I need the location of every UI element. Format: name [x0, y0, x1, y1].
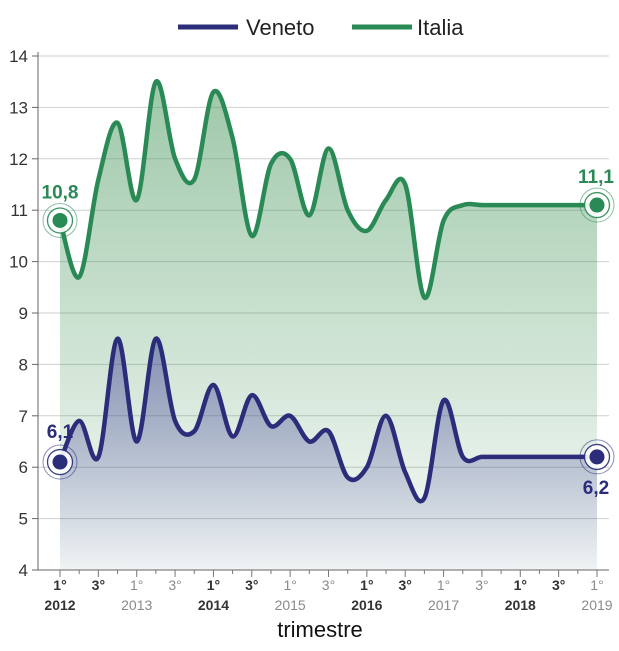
x-year-label: 2014 — [198, 597, 229, 613]
x-tick-label: 3° — [322, 577, 335, 593]
x-year-label: 2018 — [505, 597, 536, 613]
y-tick-label: 7 — [19, 407, 28, 426]
y-tick-label: 10 — [9, 253, 28, 272]
x-year-label: 2012 — [44, 597, 75, 613]
line-italia — [57, 79, 600, 300]
data-label-veneto-start: 6,1 — [47, 422, 74, 443]
y-tick-label: 8 — [19, 355, 28, 374]
y-tick-label: 11 — [10, 201, 28, 220]
y-axis: 4 5 6 7 8 9 10 11 12 13 14 — [9, 47, 39, 580]
legend-label-veneto: Veneto — [246, 15, 315, 40]
y-tick-label: 6 — [19, 458, 28, 477]
x-tick-label: 1° — [130, 577, 143, 593]
y-tick-label: 12 — [9, 150, 28, 169]
x-tick-label: 1° — [514, 577, 527, 593]
x-tick-label: 1° — [360, 577, 373, 593]
data-label-italia-end: 11,1 — [578, 167, 614, 188]
x-tick-label: 1° — [590, 577, 603, 593]
y-tick-label: 9 — [19, 304, 28, 323]
x-year-label: 2017 — [428, 597, 459, 613]
x-tick-label: 1° — [437, 577, 450, 593]
marker-italia-end — [579, 187, 615, 223]
legend: Veneto Italia — [178, 15, 464, 40]
x-year-label: 2013 — [121, 597, 152, 613]
y-tick-label: 14 — [9, 47, 28, 66]
line-veneto — [57, 336, 600, 504]
area-veneto — [60, 338, 597, 570]
endpoint-markers: 10,8 11,1 6,1 6,2 — [42, 167, 615, 499]
y-tick-label: 13 — [9, 98, 28, 117]
series-areas — [60, 81, 597, 570]
marker-veneto-start — [42, 444, 78, 480]
y-tick-label: 5 — [19, 510, 28, 529]
legend-label-italia: Italia — [417, 15, 464, 40]
x-tick-label: 1° — [207, 577, 220, 593]
x-tick-label: 1° — [53, 577, 66, 593]
series-lines — [57, 79, 600, 504]
x-year-label: 2015 — [275, 597, 306, 613]
data-label-veneto-end: 6,2 — [583, 478, 609, 499]
x-tick-label: 1° — [283, 577, 296, 593]
marker-veneto-end — [579, 439, 615, 475]
data-label-italia-start: 10,8 — [42, 182, 79, 203]
x-tick-label: 3° — [92, 577, 105, 593]
x-year-label: 2019 — [581, 597, 612, 613]
x-tick-label: 3° — [245, 577, 258, 593]
x-tick-label: 3° — [399, 577, 412, 593]
y-tick-label: 4 — [19, 561, 28, 580]
x-tick-label: 3° — [552, 577, 565, 593]
x-tick-label: 3° — [168, 577, 181, 593]
x-axis-title: trimestre — [277, 617, 363, 642]
marker-italia-start — [42, 202, 78, 238]
x-tick-label: 3° — [475, 577, 488, 593]
x-year-label: 2016 — [351, 597, 382, 613]
x-axis: 1° 2012 3° 1° 2013 3° 1° 2014 3° 1° 2015 3° 1° 2016 3°… — [38, 569, 613, 613]
